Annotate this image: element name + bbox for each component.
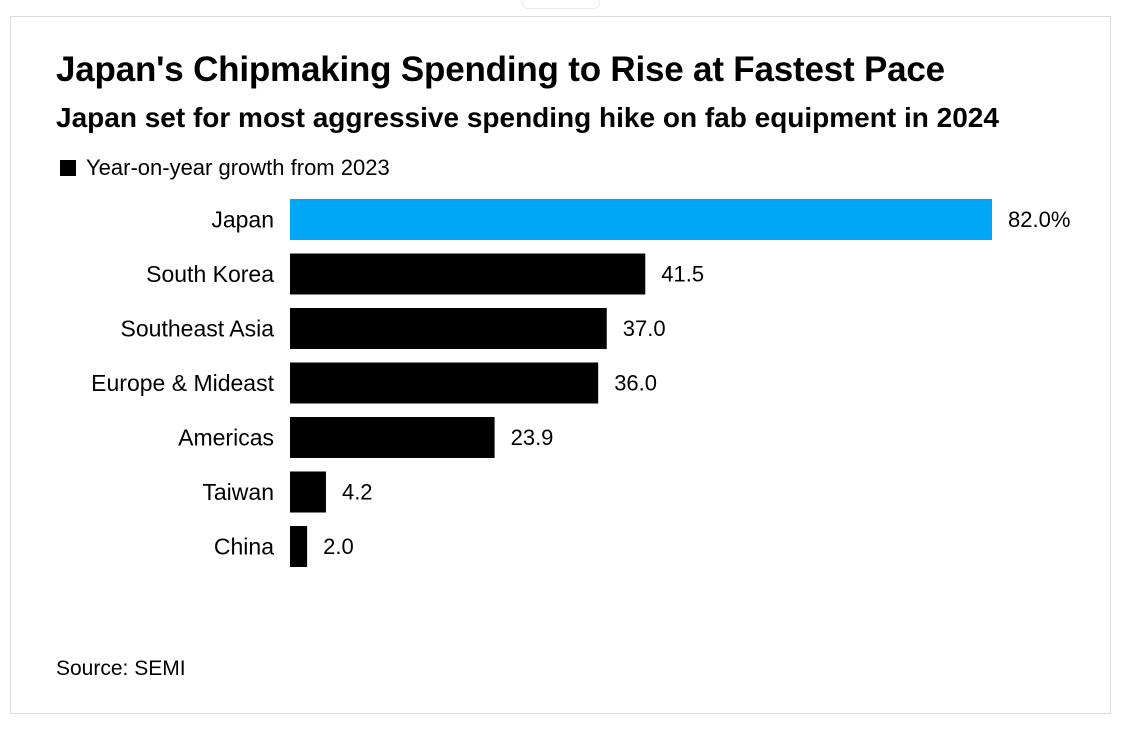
- bar-japan: [290, 199, 992, 240]
- category-label: Taiwan: [202, 479, 274, 505]
- bar-china: [290, 526, 308, 567]
- source-note: Source: SEMI: [56, 657, 186, 680]
- bar-southeast-asia: [290, 308, 607, 349]
- category-label: Americas: [178, 425, 274, 451]
- bar-americas: [290, 417, 495, 458]
- chart-title: Japan's Chipmaking Spending to Rise at F…: [56, 50, 945, 89]
- value-label: 23.9: [511, 425, 554, 450]
- top-tab-notch: [522, 0, 600, 9]
- category-label: South Korea: [146, 261, 274, 287]
- category-label: Europe & Mideast: [91, 370, 274, 396]
- value-label: 2.0: [323, 534, 354, 559]
- chart-subtitle: Japan set for most aggressive spending h…: [56, 102, 999, 133]
- bar-south-korea: [290, 253, 646, 295]
- value-label: 82.0%: [1008, 207, 1070, 232]
- value-label: 36.0: [614, 371, 657, 396]
- bar-chart: Japan 82.0% South Korea 41.5 Southeast Asia 3…: [91, 199, 1070, 567]
- chart-card: Japan's Chipmaking Spending to Rise at F…: [10, 16, 1111, 714]
- category-label: Japan: [211, 207, 274, 233]
- bar-europe-mideast: [290, 362, 599, 404]
- category-label: China: [214, 534, 274, 560]
- chart-legend: Year-on-year growth from 2023: [60, 155, 390, 181]
- category-label: Southeast Asia: [121, 316, 275, 342]
- value-label: 37.0: [623, 316, 666, 341]
- value-label: 41.5: [661, 262, 704, 287]
- bar-taiwan: [290, 471, 326, 513]
- legend-label: Year-on-year growth from 2023: [86, 155, 390, 180]
- legend-swatch: [60, 160, 76, 176]
- value-label: 4.2: [342, 480, 373, 505]
